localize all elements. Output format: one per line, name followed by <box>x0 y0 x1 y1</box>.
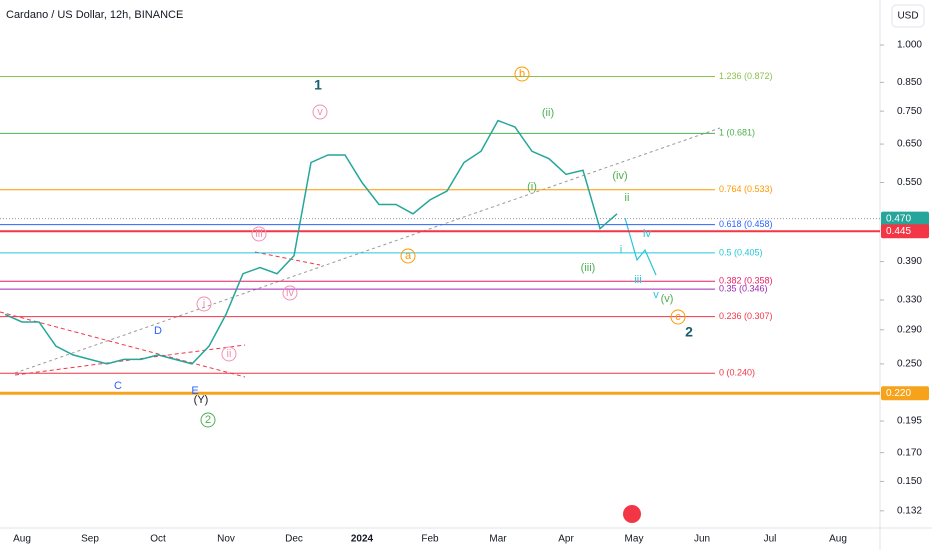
y-tick-label: 0.550 <box>897 177 922 188</box>
wave-label: a <box>405 250 412 262</box>
trend-line <box>14 127 721 374</box>
wave-label: ii <box>625 192 630 204</box>
x-tick-label: Aug <box>829 534 847 545</box>
wave-label: ii <box>227 348 232 360</box>
projection-path <box>624 217 657 276</box>
wave-label: iii <box>634 274 641 286</box>
price-label: 0.445 <box>886 226 911 237</box>
y-tick-label: 0.250 <box>897 359 922 370</box>
x-tick-label: Jun <box>694 534 710 545</box>
y-tick-label: 0.750 <box>897 106 922 117</box>
x-tick-label: Jul <box>764 534 777 545</box>
wave-circle <box>196 296 212 312</box>
wave-circle <box>251 226 267 242</box>
wave-label: (iv) <box>612 170 627 182</box>
wave-circle <box>282 285 298 301</box>
y-tick-label: 0.170 <box>897 447 922 458</box>
level-label: 1.236 (0.872) <box>719 71 773 81</box>
currency-button[interactable] <box>891 4 925 28</box>
wave-circle <box>400 248 416 264</box>
y-tick-label: 0.132 <box>897 505 922 516</box>
wave-label: iv <box>643 228 651 240</box>
wave-label: (Y) <box>194 394 209 406</box>
level-label: 0 (0.240) <box>719 368 755 378</box>
x-tick-label: Oct <box>150 534 166 545</box>
wave-label: E <box>191 385 198 397</box>
plot-area: 1.000 0.850 0.750 0.650 0.550 0.390 0.330 0.290… <box>0 40 929 545</box>
wave-circle <box>200 412 216 428</box>
y-tick-label: 0.150 <box>897 476 922 487</box>
y-tick-label: 0.330 <box>897 295 922 306</box>
x-tick-label: 2024 <box>351 534 374 545</box>
wave-label: C <box>114 380 122 392</box>
wave-label: 1 <box>314 77 322 93</box>
wave-label: 2 <box>685 324 693 340</box>
wave-label: v <box>317 106 323 118</box>
wave-label: iv <box>286 287 294 299</box>
level-label: 0.764 (0.533) <box>719 184 773 194</box>
y-tick-label: 0.290 <box>897 324 922 335</box>
y-tick-label: 0.650 <box>897 139 922 150</box>
wave-label: (iii) <box>581 262 596 274</box>
wave-label: (i) <box>527 181 537 193</box>
price-box <box>881 224 929 239</box>
trend-line <box>0 311 246 378</box>
price-label: 0.470 <box>886 213 911 224</box>
wave-circle <box>312 104 328 120</box>
x-tick-label: Aug <box>13 534 31 545</box>
event-icon[interactable] <box>623 505 641 523</box>
wave-circle <box>221 346 237 362</box>
x-tick-label: Dec <box>285 534 303 545</box>
level-label: 0.5 (0.405) <box>719 247 763 257</box>
wave-label: c <box>675 311 681 323</box>
level-label: 0.382 (0.358) <box>719 276 773 286</box>
wave-circle <box>514 66 530 82</box>
y-tick-label: 0.195 <box>897 416 922 427</box>
wave-label: i <box>620 244 622 256</box>
wave-label: (ii) <box>542 107 554 119</box>
wave-label: v <box>653 289 659 301</box>
symbol-title: Cardano / US Dollar, 12h, BINANCE <box>6 9 183 21</box>
y-tick-label: 0.390 <box>897 256 922 267</box>
x-tick-label: Mar <box>489 534 507 545</box>
level-label: 0.618 (0.458) <box>719 219 773 229</box>
wave-circle <box>670 309 686 325</box>
wave-label: b <box>519 68 525 80</box>
x-tick-label: Nov <box>217 534 235 545</box>
x-tick-label: Apr <box>558 534 574 545</box>
wave-label: i <box>203 298 205 310</box>
wave-label: D <box>154 325 162 337</box>
x-tick-label: Feb <box>421 534 439 545</box>
wave-label: (v) <box>661 293 674 305</box>
level-label: 0.35 (0.346) <box>719 284 768 294</box>
x-tick-label: May <box>625 534 644 545</box>
price-box <box>881 386 929 401</box>
x-tick-label: Sep <box>81 534 99 545</box>
level-label: 1 (0.681) <box>719 128 755 138</box>
wave-label: 2 <box>205 414 211 426</box>
y-tick-label: 0.850 <box>897 77 922 88</box>
price-label: 0.220 <box>886 388 911 399</box>
y-tick-label: 1.000 <box>897 40 922 51</box>
price-line-series <box>4 119 618 365</box>
currency-label[interactable]: USD <box>897 11 918 22</box>
level-label: 0.236 (0.307) <box>719 311 773 321</box>
wave-label: iii <box>255 228 262 240</box>
